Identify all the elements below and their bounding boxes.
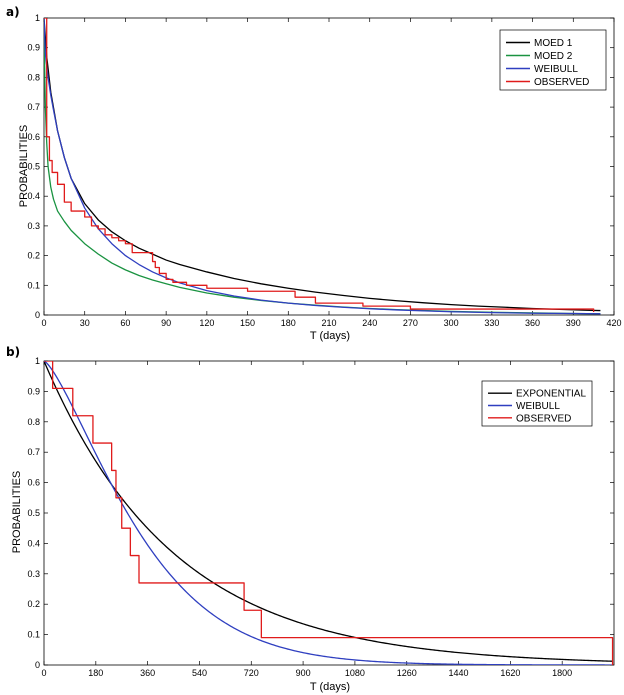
series-line-weibull [44,361,613,665]
series-line-observed [44,361,614,665]
y-tick-label: 0.6 [27,132,40,142]
x-tick-label: 420 [606,318,621,328]
x-tick-label: 0 [41,318,46,328]
chart-panel-b: b) 0 180 360 540 720 900 1080 1260 1440 1620 1800 0 0… [6,345,615,693]
y-axis-label: PROBABILITIES [18,125,30,208]
x-tick-label: 30 [80,318,90,328]
x-tick-label: 1440 [449,668,469,678]
x-tick-label: 1080 [345,668,365,678]
x-tick-label: 120 [199,318,214,328]
x-tick-label: 540 [192,668,207,678]
x-tick-label: 210 [321,318,336,328]
x-tick-label: 390 [566,318,581,328]
series-group [44,18,601,315]
x-axis-label: T (days) [310,330,350,342]
y-tick-label: 0.7 [27,102,40,112]
legend-entry: OBSERVED [534,77,589,88]
x-tick-label: 300 [444,318,459,328]
y-tick-label: 1 [35,13,40,23]
y-tick-label: 0.6 [27,478,40,488]
x-tick-label: 90 [161,318,171,328]
legend-entry: WEIBULL [534,64,578,75]
series-line-exponential [44,361,613,662]
y-tick-label: 1 [35,356,40,366]
y-tick-label: 0.9 [27,43,40,53]
y-tick-label: 0.3 [27,221,40,231]
y-tick-label: 0.5 [27,162,40,172]
y-tick-label: 0.8 [27,417,40,427]
series-line-observed [44,18,595,313]
legend-entry: EXPONENTIAL [516,389,586,400]
x-tick-label: 1260 [397,668,417,678]
x-tick-label: 330 [484,318,499,328]
chart-panel-a: a) 0 30 60 90 120 150 180 210 240 270 300 330 360 390 4… [6,5,622,342]
legend-box [499,29,607,91]
x-tick-label: 1800 [552,668,572,678]
x-tick-label: 360 [140,668,155,678]
y-tick-label: 0.2 [27,599,40,609]
y-tick-label: 0 [35,310,40,320]
x-tick-label: 270 [403,318,418,328]
y-tick-label: 0.2 [27,251,40,261]
legend-entry: MOED 2 [534,51,573,62]
legend-entry: OBSERVED [516,413,571,424]
y-tick-label: 0 [35,660,40,670]
y-tick-label: 0.4 [27,538,40,548]
x-tick-label: 1620 [500,668,520,678]
y-tick-label: 0.1 [27,630,40,640]
y-tick-label: 0.1 [27,280,40,290]
legend: MOED 1 MOED 2 WEIBULL OBSERVED [499,29,607,91]
y-tick-label: 0.7 [27,447,40,457]
x-tick-label: 150 [240,318,255,328]
y-tick-label: 0.4 [27,191,40,201]
x-tick-label: 720 [244,668,259,678]
x-tick-label: 900 [296,668,311,678]
x-tick-label: 360 [525,318,540,328]
x-tick-label: 180 [88,668,103,678]
y-tick-label: 0.3 [27,569,40,579]
x-tick-label: 0 [41,668,46,678]
series-group [44,361,614,665]
y-tick-label: 0.9 [27,386,40,396]
x-axis-label: T (days) [310,681,350,693]
x-tick-label: 180 [281,318,296,328]
panel-label: b) [6,345,20,359]
y-axis-label: PROBABILITIES [11,471,23,554]
x-tick-label: 60 [120,318,130,328]
legend-entry: MOED 1 [534,38,573,49]
y-tick-label: 0.5 [27,508,40,518]
legend-entry: WEIBULL [516,401,560,412]
panel-label: a) [6,5,20,19]
x-tick-label: 240 [362,318,377,328]
y-tick-label: 0.8 [27,72,40,82]
